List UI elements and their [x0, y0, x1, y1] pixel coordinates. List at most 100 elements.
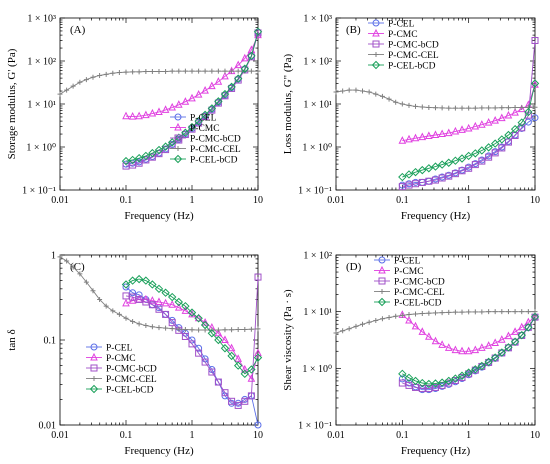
data-point	[234, 76, 242, 84]
x-tick-label: 1	[466, 430, 471, 441]
data-point	[169, 326, 175, 332]
data-point	[174, 303, 183, 311]
y-axis-label: tan δ	[6, 329, 18, 350]
data-point	[161, 288, 170, 297]
x-tick-label: 10	[253, 430, 263, 441]
data-point	[254, 273, 262, 281]
y-tick-label: 1 × 10⁻¹	[298, 186, 332, 197]
data-point	[517, 330, 526, 340]
data-point	[110, 308, 116, 314]
data-point	[122, 292, 130, 300]
y-tick-label: 1 × 10¹	[303, 100, 332, 111]
data-point	[234, 354, 242, 362]
x-tick-label: 0.1	[396, 430, 409, 441]
data-point	[240, 64, 250, 73]
data-point	[497, 135, 507, 144]
data-point	[247, 374, 256, 382]
data-point	[398, 172, 407, 182]
data-point	[398, 379, 406, 387]
data-point	[405, 381, 413, 389]
data-point	[207, 104, 217, 113]
legend-marker	[91, 376, 97, 381]
series-p-cmc-cel	[57, 254, 261, 333]
data-point	[438, 129, 446, 138]
data-point	[220, 344, 230, 353]
data-point	[222, 327, 228, 333]
data-point	[240, 364, 249, 373]
data-point	[439, 310, 445, 316]
series-p-cmc-bcd	[398, 313, 539, 393]
data-point	[411, 167, 420, 177]
data-point	[379, 93, 385, 99]
data-point	[227, 343, 236, 352]
data-point	[525, 309, 531, 315]
data-point	[405, 315, 413, 324]
y-tick-label: 1 × 10²	[303, 57, 332, 68]
data-point	[531, 114, 539, 122]
data-point	[122, 162, 130, 170]
data-point	[452, 309, 458, 315]
legend-label: P-CMC	[106, 354, 136, 364]
legend-marker	[377, 297, 387, 307]
data-point	[229, 68, 235, 74]
data-point	[141, 151, 151, 161]
data-point	[135, 159, 143, 167]
data-point	[221, 92, 229, 100]
data-point	[512, 104, 518, 110]
chart-panel-d: 0.01 0.1 1 10 1 × 10⁻¹ 1 × 10⁰ 1 × 10¹ 1 × 10² F…	[282, 251, 540, 458]
data-point	[398, 136, 407, 144]
data-point	[253, 27, 263, 36]
data-point	[221, 335, 229, 343]
data-point	[425, 131, 433, 140]
data-point	[97, 73, 103, 79]
data-point	[143, 323, 149, 329]
legend-marker	[173, 154, 183, 164]
data-point	[156, 68, 162, 74]
legend-label: P-CEL	[394, 257, 421, 267]
data-point	[458, 125, 466, 133]
data-point	[121, 156, 131, 166]
data-point	[235, 326, 241, 332]
data-point	[196, 327, 202, 333]
y-tick-label: 1 × 10²	[303, 251, 332, 262]
data-point	[451, 170, 459, 178]
data-point	[188, 340, 196, 348]
data-point	[161, 298, 170, 307]
data-point	[518, 124, 526, 132]
data-point	[83, 77, 89, 83]
data-point	[477, 146, 487, 155]
data-point	[399, 101, 405, 107]
data-point	[215, 327, 221, 333]
legend-marker	[175, 146, 181, 151]
data-point	[189, 327, 195, 333]
x-tick-label: 0.1	[120, 195, 133, 206]
data-point	[214, 77, 223, 85]
data-point	[465, 164, 473, 172]
data-point	[181, 301, 190, 311]
y-tick-label: 1 × 10¹	[303, 307, 332, 318]
data-point	[135, 295, 143, 303]
data-point	[228, 84, 236, 92]
data-point	[167, 292, 177, 302]
data-point	[504, 110, 513, 119]
data-point	[220, 89, 230, 99]
legend-label: P-CMC-bCD	[106, 365, 157, 375]
data-point	[122, 111, 130, 120]
data-point	[149, 324, 155, 330]
data-point	[360, 88, 366, 94]
legend-marker	[378, 256, 386, 264]
data-point	[505, 309, 511, 315]
data-point	[498, 144, 506, 152]
data-point	[195, 349, 203, 357]
data-point	[194, 116, 203, 126]
panel-tag: (A)	[70, 24, 86, 36]
data-point	[221, 389, 229, 397]
data-point	[446, 105, 452, 111]
data-point	[366, 319, 372, 325]
legend-label: P-CEL	[106, 344, 133, 354]
data-point	[424, 379, 434, 389]
y-axis-label: Storage modulus, G' (Pa)	[6, 48, 18, 159]
data-point	[182, 326, 188, 332]
x-tick-label: 10	[253, 195, 263, 206]
